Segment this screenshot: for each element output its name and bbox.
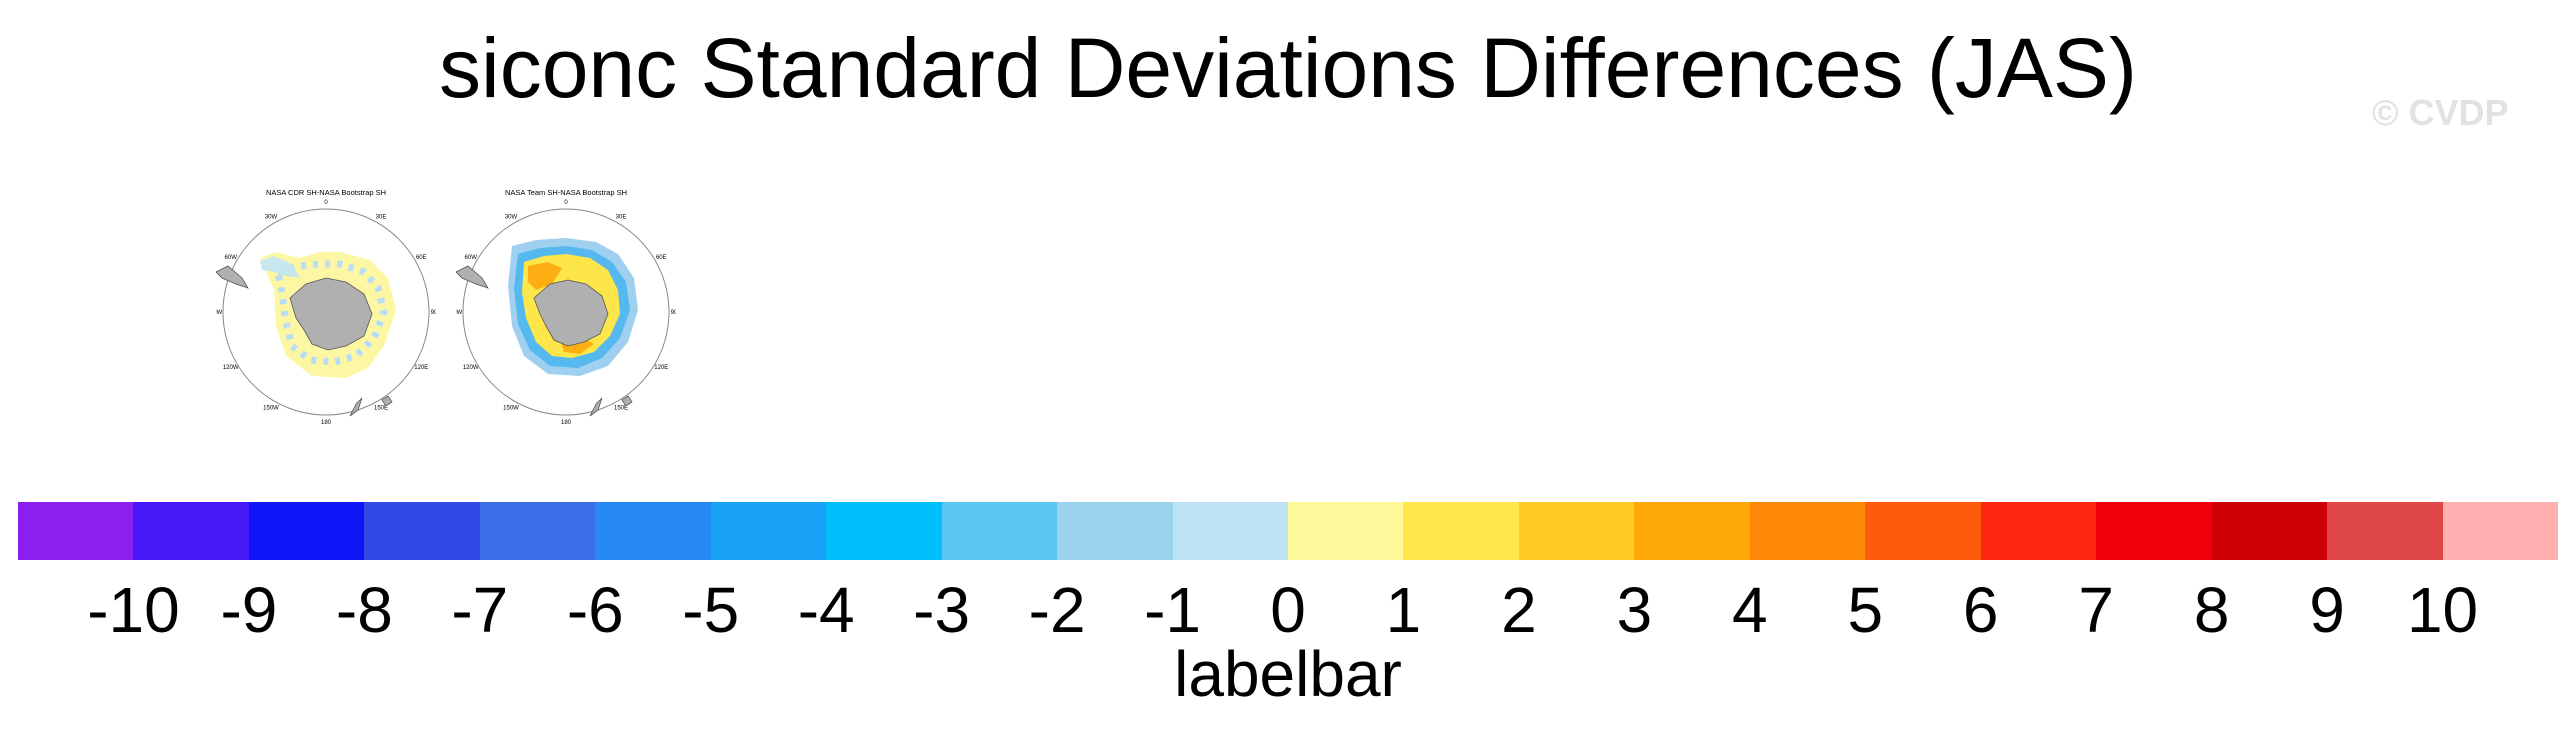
colorbar-tick-label: -4 (797, 574, 855, 646)
colorbar-tick-label: -7 (451, 574, 509, 646)
south-america-landmass (456, 265, 489, 289)
colorbar-cell (595, 502, 711, 560)
cvdp-watermark: © CVDP (2372, 92, 2509, 133)
longitude-label: 120W (223, 365, 239, 371)
longitude-label: 30E (376, 215, 387, 221)
colorbar-cell (1057, 502, 1173, 560)
colorbar-tick-label: 4 (1732, 574, 1768, 646)
map-panel-nasa-team: NASA Team SH-NASA Bootstrap SH 0 30E 60E 90… (456, 186, 676, 432)
colorbar-tick-label: -2 (1028, 574, 1086, 646)
sea-ice-edge-band (273, 260, 388, 366)
colorbar-tick-label: -1 (1144, 574, 1201, 646)
longitude-label: 120E (654, 365, 668, 371)
longitude-label: 0 (564, 200, 568, 206)
longitude-label: 180 (321, 420, 332, 426)
longitude-label: 90W (456, 310, 463, 316)
colorbar-cell (1980, 502, 2097, 560)
colorbar-tick-label: 6 (1962, 574, 1999, 646)
longitude-label: 150W (503, 405, 519, 411)
new-zealand-landmass (349, 397, 363, 417)
tasmania-landmass (621, 395, 633, 407)
colorbar-cell (1634, 502, 1750, 560)
longitude-label: 30E (616, 215, 627, 221)
colorbar-cell (1865, 502, 1981, 560)
polar-map-1: NASA CDR SH-NASA Bootstrap SH 0 30E 60E 90E… (216, 188, 436, 426)
colorbar-cell (2211, 502, 2328, 560)
longitude-label: 150W (263, 405, 279, 411)
colorbar-tick-label: -6 (566, 574, 624, 646)
colorbar-cell (1172, 502, 1288, 560)
colorbar-cell (479, 502, 596, 560)
longitude-label: 90E (671, 310, 676, 316)
antarctica-landmass (533, 279, 609, 347)
colorbar-tick-label: -3 (913, 574, 971, 646)
colorbar-cell (248, 502, 365, 560)
longitude-labels: 0 30E 60E 90E 120E 150E 180 150W 120W 90W 60W 30W (216, 200, 436, 426)
colorbar-cell (2442, 502, 2558, 560)
colorbar-tick-label: -5 (682, 574, 740, 646)
south-america-landmass (216, 265, 249, 289)
longitude-label: 60E (656, 255, 667, 261)
sea-ice-max-zone (528, 262, 562, 290)
colorbar-cell (1403, 502, 1519, 560)
new-zealand-landmass (589, 397, 603, 417)
colorbar-tick-label: 5 (1847, 574, 1884, 646)
longitude-labels: 0 30E 60E 90E 120E 150E 180 150W 120W 90W 60W 30W (456, 200, 676, 426)
longitude-label: 150E (374, 405, 388, 411)
colorbar-tick-label: -9 (220, 574, 278, 646)
polar-map-2: NASA Team SH-NASA Bootstrap SH 0 30E 60E 90… (456, 188, 676, 426)
longitude-label: 60W (465, 255, 478, 261)
colorbar-cell (133, 502, 249, 560)
longitude-label: 120W (463, 365, 479, 371)
longitude-label: 30W (505, 215, 518, 221)
colorbar-tick-label: 8 (2193, 574, 2230, 646)
map-panel-nasa-cdr: NASA CDR SH-NASA Bootstrap SH 0 30E 60E 90E… (216, 186, 436, 432)
colorbar-cell (1518, 502, 1635, 560)
colorbar-cell (941, 502, 1058, 560)
colorbar-tick-label: 10 (2406, 574, 2479, 646)
colorbar-cell (2096, 502, 2212, 560)
colorbar-tick-label: 2 (1501, 574, 1537, 646)
colorbar (18, 502, 2558, 560)
colorbar-cell (826, 502, 942, 560)
longitude-label: 30W (265, 215, 278, 221)
longitude-label: 90W (216, 310, 223, 316)
figure-title: siconc Standard Deviations Differences (… (439, 21, 2137, 115)
longitude-label: 60E (416, 255, 427, 261)
colorbar-tick-label: 7 (2078, 574, 2114, 646)
colorbar-tick-label: 9 (2309, 574, 2345, 646)
longitude-label: 60W (225, 255, 238, 261)
longitude-label: 180 (561, 420, 572, 426)
colorbar-cell (364, 502, 480, 560)
colorbar-cell (18, 502, 134, 560)
panel-title: NASA CDR SH-NASA Bootstrap SH (266, 188, 386, 197)
colorbar-tick-label: -10 (87, 574, 180, 646)
colorbar-cell (1287, 502, 1404, 560)
colorbar-cell (2327, 502, 2443, 560)
colorbar-label: labelbar (1174, 638, 1402, 710)
longitude-label: 90E (431, 310, 436, 316)
longitude-label: 120E (414, 365, 428, 371)
colorbar-tick-labels: -10 -9 -8 -7 -6 -5 -4 -3 -2 -1 0 1 2 3 4 5 6 7 8 9 10 (0, 572, 2576, 648)
panel-title: NASA Team SH-NASA Bootstrap SH (505, 188, 627, 197)
tasmania-landmass (381, 395, 393, 407)
antarctica-landmass (289, 277, 373, 351)
colorbar-cell (1749, 502, 1866, 560)
colorbar-tick-label: 1 (1385, 574, 1422, 646)
colorbar-cell (710, 502, 827, 560)
colorbar-tick-label: -8 (335, 574, 393, 646)
sea-ice-patch (260, 256, 300, 278)
longitude-label: 0 (324, 200, 328, 206)
longitude-label: 150E (614, 405, 628, 411)
colorbar-tick-label: 0 (1270, 574, 1306, 646)
colorbar-tick-label: 3 (1616, 574, 1653, 646)
